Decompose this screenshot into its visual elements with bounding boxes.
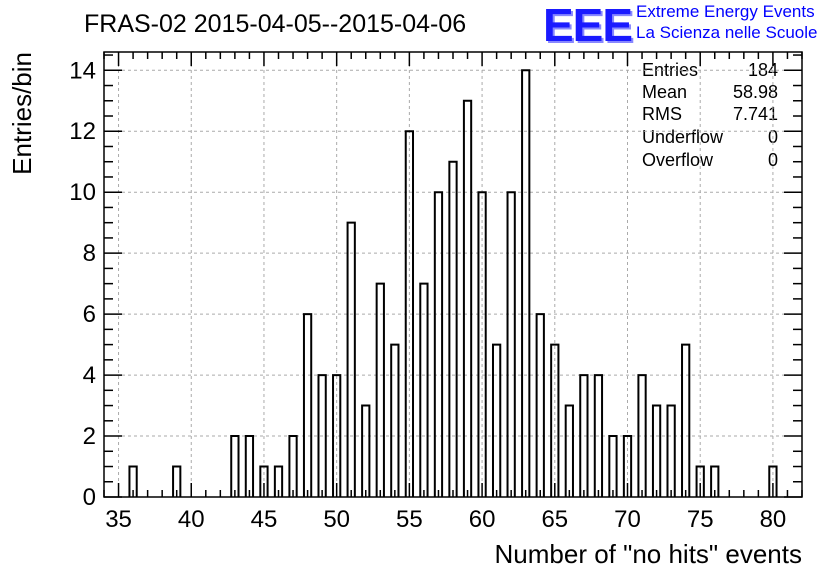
- histogram-bar: [477, 191, 487, 497]
- grid-lines: [104, 52, 802, 498]
- y-tick-label: 10: [69, 179, 96, 206]
- histogram-bar: [491, 343, 502, 497]
- plot-frame: [103, 51, 803, 498]
- stats-entries-value: 184: [747, 60, 778, 80]
- histogram-bar: [506, 191, 516, 497]
- stats-underflow-label: Underflow: [642, 127, 724, 147]
- stats-mean-label: Mean: [642, 82, 688, 102]
- x-tick-label: 50: [323, 506, 350, 533]
- stats-overflow-label: Overflow: [642, 150, 714, 170]
- logo-line-1: Extreme Energy Events: [636, 2, 815, 21]
- histogram-bar: [361, 404, 371, 497]
- histogram-bar: [288, 435, 298, 497]
- y-axis-label: Entries/bin: [7, 52, 37, 175]
- y-tick-label: 0: [83, 484, 96, 511]
- y-tick-label: 2: [83, 423, 96, 450]
- histogram-bar: [768, 465, 778, 497]
- x-tick-label: 70: [614, 506, 641, 533]
- histogram-bar: [651, 404, 662, 497]
- histogram-bar: [637, 374, 647, 497]
- chart-title: FRAS-02 2015-04-05--2015-04-06: [84, 10, 467, 38]
- logo-line-2: La Scienza nelle Scuole: [636, 23, 818, 42]
- histogram-bar: [244, 435, 255, 497]
- histogram-bar: [230, 435, 240, 497]
- y-tick-label: 6: [83, 301, 96, 328]
- histogram-bar: [433, 191, 444, 497]
- x-tick-label: 55: [396, 506, 423, 533]
- x-tick-label: 65: [541, 506, 568, 533]
- histogram-bar: [317, 374, 327, 497]
- x-tick-label: 60: [469, 506, 496, 533]
- histogram-bar: [448, 160, 458, 497]
- x-tick-label: 80: [760, 506, 787, 533]
- x-tick-label: 35: [105, 506, 132, 533]
- histogram-bar: [419, 282, 429, 497]
- histogram-bars: [128, 69, 778, 497]
- y-tick-label: 8: [83, 240, 96, 267]
- stats-rms-value: 7.741: [732, 104, 778, 124]
- histogram-bar: [390, 343, 400, 497]
- y-tick-label: 12: [69, 118, 96, 145]
- histogram-bar: [172, 465, 182, 497]
- stats-rms-label: RMS: [642, 104, 682, 124]
- x-tick-label: 75: [687, 506, 714, 533]
- tick-labels: 35 40 45 50 55 60 65 70 75 80 0 2 4 6 8 10 12 14: [69, 57, 786, 533]
- y-tick-label: 14: [69, 57, 96, 84]
- histogram-bar: [521, 69, 531, 497]
- x-tick-label: 40: [178, 506, 205, 533]
- histogram-bar: [128, 465, 138, 497]
- histogram-bar: [550, 343, 560, 497]
- histogram-bar: [710, 465, 720, 497]
- histogram-bar: [681, 343, 691, 497]
- histogram-bar: [666, 404, 676, 497]
- stats-mean-value: 58.98: [732, 82, 778, 102]
- histogram-bar: [259, 465, 269, 497]
- histogram-bar: [346, 221, 356, 497]
- histogram-bar: [273, 465, 284, 497]
- histogram-bar: [332, 374, 342, 497]
- histogram-bar: [608, 435, 618, 497]
- histogram-bar: [375, 282, 385, 497]
- histogram-bar: [622, 435, 633, 497]
- histogram-bar: [404, 130, 415, 497]
- histogram-bar: [462, 99, 473, 497]
- histogram-bar: [695, 465, 705, 497]
- histogram-bar: [579, 374, 589, 497]
- x-axis-label: Number of "no hits" events: [495, 539, 803, 569]
- histogram-bar: [564, 404, 574, 497]
- eee-logo-text: EEE: [543, 0, 633, 51]
- histogram-bar: [593, 374, 604, 497]
- histogram-bar: [302, 313, 313, 497]
- y-tick-label: 4: [83, 362, 96, 389]
- axis-ticks: [103, 52, 803, 498]
- x-tick-label: 45: [251, 506, 278, 533]
- histogram-bar: [535, 313, 545, 497]
